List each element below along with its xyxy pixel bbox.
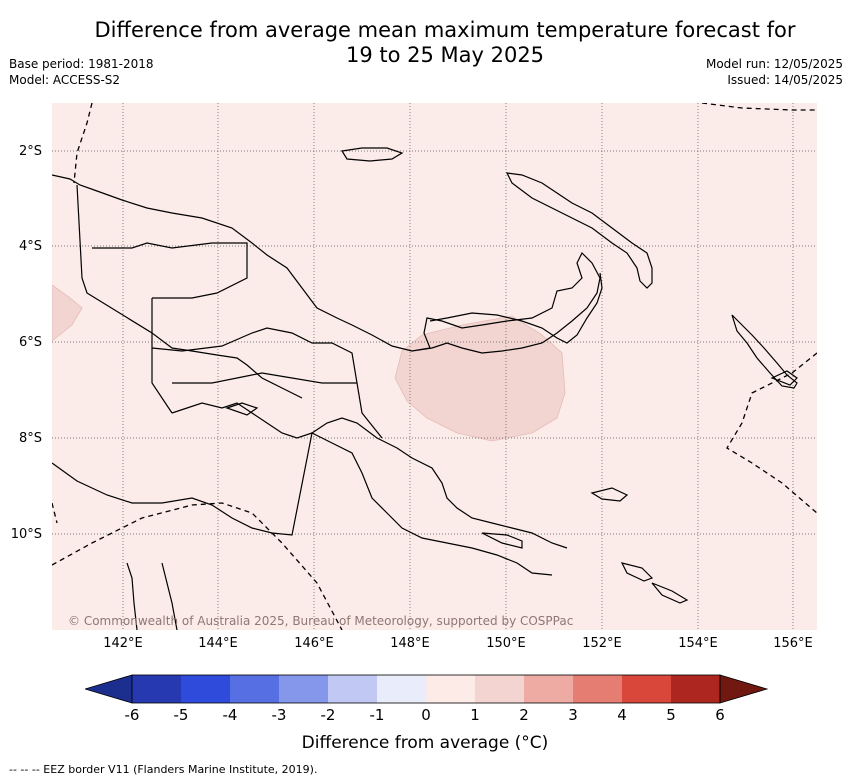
- meta-left: Base period: 1981-2018 Model: ACCESS-S2: [9, 56, 154, 88]
- lon-label-142e: 142°E: [103, 636, 143, 651]
- anomaly-region-west: [52, 284, 83, 342]
- colorbar-extend-high: [719, 674, 769, 704]
- lon-label-144e: 144°E: [198, 636, 238, 651]
- lat-label-8s: 8°S: [18, 431, 42, 446]
- issued-date: Issued: 14/05/2025: [727, 73, 843, 87]
- colorbar-tick-label: -3: [271, 706, 287, 724]
- colorbar-swatch: [573, 675, 622, 703]
- meta-right: Model run: 12/05/2025 Issued: 14/05/2025: [706, 56, 843, 88]
- lat-label-4s: 4°S: [18, 239, 42, 254]
- colorbar-tick-label: 5: [666, 706, 676, 724]
- colorbar-extend-low: [85, 674, 133, 704]
- lat-label-10s: 10°S: [10, 527, 42, 542]
- colorbar-swatch: [230, 675, 279, 703]
- colorbar-tick-label: -5: [173, 706, 189, 724]
- colorbar-swatch: [279, 675, 328, 703]
- lat-label-6s: 6°S: [18, 335, 42, 350]
- coastlines: [52, 147, 798, 630]
- colorbar-swatch: [671, 675, 720, 703]
- title-line-1: Difference from average mean maximum tem…: [94, 18, 796, 42]
- colorbar-swatch: [132, 675, 181, 703]
- colorbar-tick-label: 4: [617, 706, 627, 724]
- lat-label-2s: 2°S: [18, 144, 42, 159]
- lon-label-156e: 156°E: [773, 636, 813, 651]
- title-line-2: 19 to 25 May 2025: [345, 43, 545, 67]
- anomaly-region-main: [394, 315, 566, 442]
- model-name: Model: ACCESS-S2: [9, 73, 121, 87]
- map-svg: [52, 103, 817, 630]
- graticule: [52, 103, 817, 630]
- colorbar-tick-label: 2: [519, 706, 529, 724]
- colorbar-tick-label: -6: [124, 706, 140, 724]
- colorbar-label: Difference from average (°C): [301, 733, 549, 753]
- colorbar-swatch: [377, 675, 426, 703]
- lon-label-148e: 148°E: [390, 636, 430, 651]
- colorbar-tick-label: 1: [470, 706, 480, 724]
- lon-label-146e: 146°E: [294, 636, 334, 651]
- colorbar-tick-label: 3: [568, 706, 578, 724]
- colorbar-tick-label: -1: [369, 706, 385, 724]
- copyright-notice: © Commonwealth of Australia 2025, Bureau…: [68, 614, 574, 628]
- colorbar-swatch: [328, 675, 377, 703]
- lon-label-154e: 154°E: [678, 636, 718, 651]
- base-period: Base period: 1981-2018: [9, 57, 154, 71]
- colorbar-frame: [131, 674, 721, 704]
- colorbar-tick-label: -4: [222, 706, 238, 724]
- colorbar-swatch: [181, 675, 230, 703]
- lon-label-150e: 150°E: [486, 636, 526, 651]
- eez-legend-note: -- -- -- EEZ border V11 (Flanders Marine…: [9, 763, 318, 776]
- colorbar-swatch: [475, 675, 524, 703]
- eez-borders: [52, 103, 817, 630]
- colorbar: [85, 674, 769, 704]
- colorbar-tick-label: 0: [421, 706, 431, 724]
- map-panel: [52, 103, 817, 630]
- lon-label-152e: 152°E: [582, 636, 622, 651]
- colorbar-swatch: [426, 675, 475, 703]
- colorbar-swatch: [622, 675, 671, 703]
- colorbar-swatch: [524, 675, 573, 703]
- colorbar-tick-label: 6: [715, 706, 725, 724]
- colorbar-tick-label: -2: [320, 706, 336, 724]
- model-run: Model run: 12/05/2025: [705, 57, 843, 71]
- map-title: Difference from average mean maximum tem…: [80, 18, 810, 68]
